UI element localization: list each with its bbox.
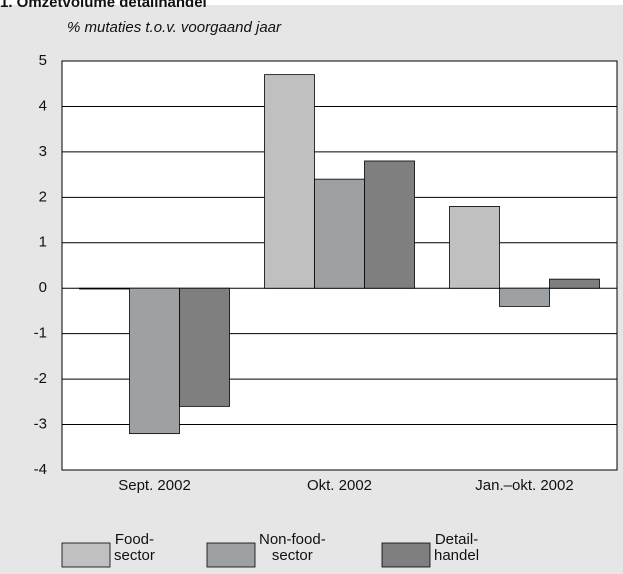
x-tick-label: Okt. 2002 (307, 477, 372, 494)
bar (79, 287, 130, 290)
legend-label: Detail- handel (434, 531, 480, 564)
legend-label: Non-food- sector (259, 531, 326, 564)
plot-border (61, 60, 618, 471)
bar (129, 287, 180, 435)
y-tick-label: 0 (39, 279, 47, 296)
bar (314, 178, 365, 289)
y-tick-label: 2 (39, 188, 47, 205)
y-tick-label: -4 (34, 461, 47, 478)
legend-swatch (206, 542, 256, 568)
y-tick-label: 3 (39, 143, 47, 160)
y-tick-label: 4 (39, 97, 47, 114)
y-tick-label: -3 (34, 416, 47, 433)
bar (364, 160, 415, 289)
bar (549, 278, 600, 289)
bar (179, 287, 230, 407)
chart-subtitle: % mutaties t.o.v. voorgaand jaar (67, 19, 282, 36)
y-tick-label: 1 (39, 234, 47, 251)
bar (264, 74, 315, 289)
y-tick-label: 5 (39, 52, 47, 69)
legend-label: Food- sector (114, 531, 155, 564)
bar (499, 287, 550, 307)
legend-swatch (381, 542, 431, 568)
x-tick-label: Sept. 2002 (118, 477, 191, 494)
chart-title: 1. Omzetvolume detailhandel (0, 0, 207, 11)
y-tick-label: -2 (34, 370, 47, 387)
y-tick-label: -1 (34, 325, 47, 342)
x-tick-label: Jan.–okt. 2002 (475, 477, 573, 494)
legend-swatch (61, 542, 111, 568)
bar (449, 206, 500, 289)
